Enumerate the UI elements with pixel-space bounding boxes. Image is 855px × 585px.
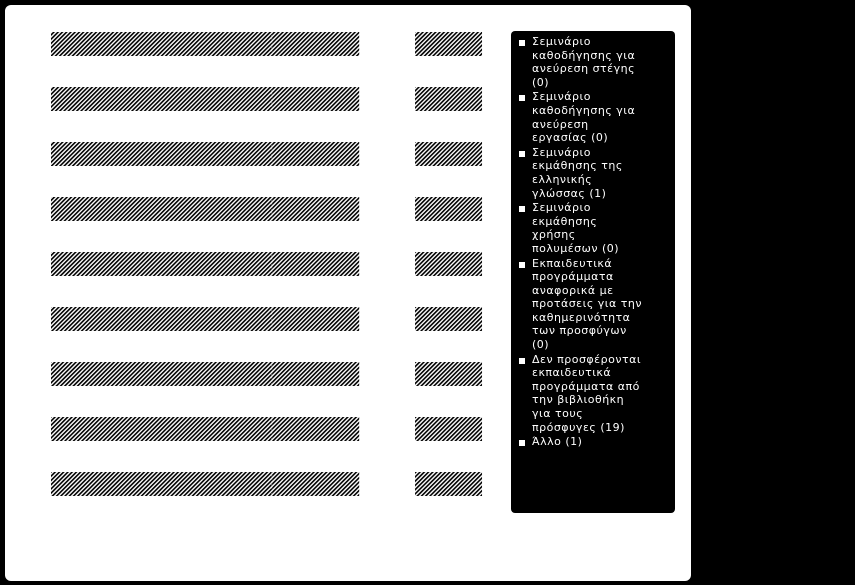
bar-row8-seg3 xyxy=(415,417,483,441)
bar-row4-seg3 xyxy=(415,197,483,221)
legend-label: Σεμινάριο εκμάθησης της ελληνικής γλώσσα… xyxy=(532,145,623,200)
legend-label: Δεν προσφέρονται εκπαιδευτικά προγράμματ… xyxy=(532,352,642,434)
legend-item: Άλλο (1) xyxy=(517,435,669,449)
bar-row2-seg2 xyxy=(272,87,360,111)
bar-row7-seg1 xyxy=(51,362,273,386)
legend-item: Εκπαιδευτικά προγράμματα αναφορικά με πρ… xyxy=(517,257,669,352)
legend-item: Σεμινάριο καθοδήγησης για ανεύρεση στέγη… xyxy=(517,35,669,89)
legend-label: Άλλο (1) xyxy=(532,435,583,449)
bar-row1-seg3 xyxy=(415,32,483,56)
bar-group xyxy=(51,32,483,496)
bar-row8-seg2 xyxy=(272,417,360,441)
bar-row5-seg3 xyxy=(415,252,483,276)
legend-label: Σεμινάριο καθοδήγησης για ανεύρεση εργασ… xyxy=(532,90,636,145)
legend-item: Σεμινάριο καθοδήγησης για ανεύρεση εργασ… xyxy=(517,90,669,144)
bar-row6-seg2 xyxy=(272,307,360,331)
bar-row3-seg3 xyxy=(415,142,483,166)
legend-swatch xyxy=(519,261,525,268)
legend-swatch xyxy=(519,95,525,102)
bar-row7-seg2 xyxy=(272,362,360,386)
bar-row9-seg2 xyxy=(272,472,360,496)
bar-row4-seg1 xyxy=(51,197,273,221)
bar-row8-seg1 xyxy=(51,417,273,441)
legend-swatch xyxy=(519,440,525,447)
bar-row3-seg1 xyxy=(51,142,273,166)
bar-row3-seg2 xyxy=(272,142,360,166)
bar-row2-seg3 xyxy=(415,87,483,111)
legend-item: Σεμινάριο εκμάθησης χρήσης πολυμέσων (0) xyxy=(517,201,669,255)
bar-row9-seg1 xyxy=(51,472,273,496)
bar-row5-seg2 xyxy=(272,252,360,276)
bar-row6-seg3 xyxy=(415,307,483,331)
bar-row5-seg1 xyxy=(51,252,273,276)
legend-item: Δεν προσφέρονται εκπαιδευτικά προγράμματ… xyxy=(517,353,669,435)
bar-row9-seg3 xyxy=(415,472,483,496)
legend-swatch xyxy=(519,357,525,364)
legend-swatch xyxy=(519,206,525,213)
legend-swatch xyxy=(519,150,525,157)
bar-row4-seg2 xyxy=(272,197,360,221)
legend-swatch xyxy=(519,40,525,46)
bar-row1-seg2 xyxy=(272,32,360,56)
legend-item: Σεμινάριο εκμάθησης της ελληνικής γλώσσα… xyxy=(517,146,669,200)
legend-label: Σεμινάριο εκμάθησης χρήσης πολυμέσων (0) xyxy=(532,201,620,255)
legend-label: Εκπαιδευτικά προγράμματα αναφορικά με πρ… xyxy=(532,256,643,352)
chart-legend: Σεμινάριο καθοδήγησης για ανεύρεση στέγη… xyxy=(511,31,675,513)
bar-row2-seg1 xyxy=(51,87,273,111)
legend-label: Σεμινάριο καθοδήγησης για ανεύρεση στέγη… xyxy=(532,35,636,89)
bar-row1-seg1 xyxy=(51,32,273,56)
bar-row6-seg1 xyxy=(51,307,273,331)
bar-row7-seg3 xyxy=(415,362,483,386)
